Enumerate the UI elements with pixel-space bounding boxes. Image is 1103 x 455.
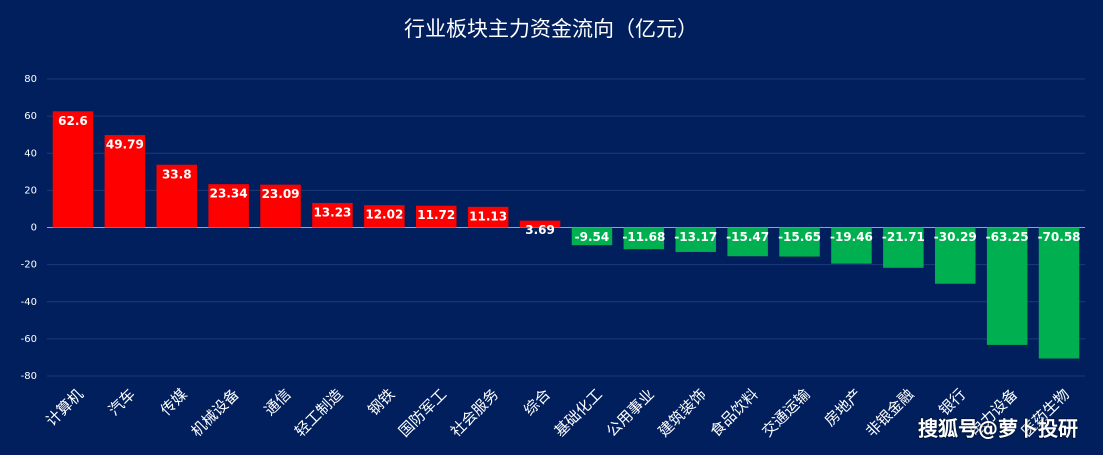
value-label: 33.8 [162,167,192,181]
bar [727,227,768,257]
value-label: 23.34 [210,187,248,201]
value-label: -30.29 [934,230,977,244]
value-label: -21.71 [882,230,925,244]
value-label: 23.09 [262,187,300,201]
value-label: 12.02 [365,208,403,222]
y-tick-label: 80 [24,74,37,85]
bar [260,184,301,228]
bar [571,227,613,246]
value-label: -15.47 [726,230,769,244]
y-tick-label: 40 [24,148,37,159]
bar [467,206,509,228]
value-label: -70.58 [1038,230,1081,244]
value-label: -63.25 [986,230,1029,244]
value-label: 13.23 [313,205,351,219]
chart-title: 行业板块主力资金流向（亿元） [404,17,698,41]
y-tick-label: 20 [24,185,37,196]
bar [883,227,924,268]
value-label: 62.6 [58,114,88,128]
bar [935,227,976,284]
y-tick-label: 60 [24,111,37,122]
bar [623,227,665,250]
watermark: 搜狐号@萝卜投研 [918,417,1078,441]
y-tick-label: -20 [21,260,37,271]
bar [208,184,249,228]
bar [831,227,872,264]
y-tick-label: 0 [31,223,37,234]
bar [104,135,146,228]
value-label: -11.68 [622,230,665,244]
value-label: -15.65 [778,230,821,244]
value-label: -19.46 [830,230,873,244]
bar [416,205,457,228]
value-label: 11.13 [469,209,507,223]
bar [156,164,197,228]
y-tick-label: -60 [21,334,37,345]
bar [364,205,405,228]
y-tick-label: -80 [21,371,37,382]
value-label: -9.54 [575,230,610,244]
bar [312,202,353,228]
bar [519,220,561,228]
bar [675,227,716,252]
bar [52,111,94,228]
bar [779,227,820,257]
value-label: 3.69 [525,223,555,237]
bar [986,227,1028,345]
bar [1038,227,1080,359]
y-tick-label: -40 [21,297,37,308]
value-label: 11.72 [417,208,455,222]
value-label: -13.17 [674,230,717,244]
value-label: 49.79 [106,138,144,152]
